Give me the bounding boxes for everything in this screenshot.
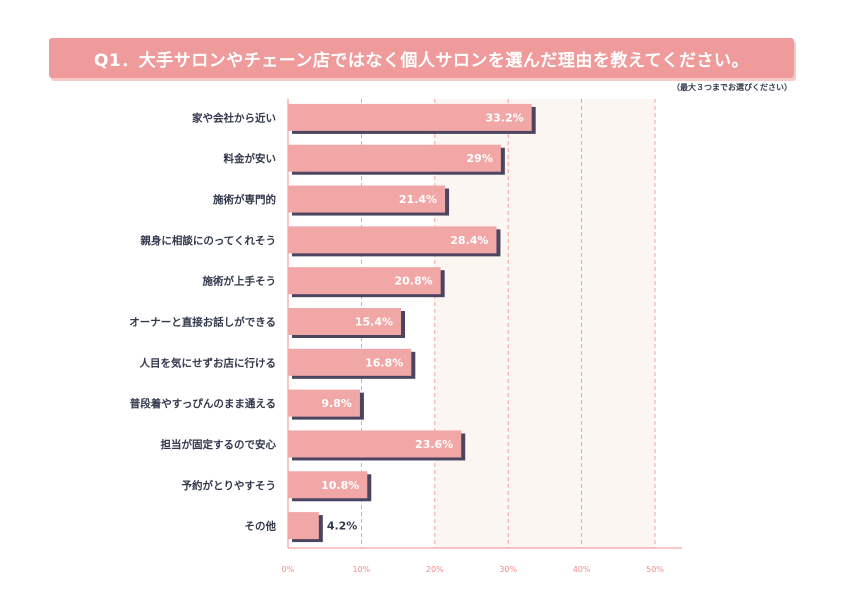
bar xyxy=(288,103,532,131)
x-tick-label: 20% xyxy=(426,565,444,574)
category-label: 予約がとりやすそう xyxy=(182,479,277,492)
data-label: 33.2% xyxy=(486,111,524,124)
category-label: 施術が上手そう xyxy=(203,275,277,288)
x-tick-label: 30% xyxy=(499,565,517,574)
data-label: 29% xyxy=(467,152,493,165)
data-label: 16.8% xyxy=(365,356,403,369)
category-label: 担当が固定するので安心 xyxy=(161,438,277,451)
bar xyxy=(288,430,462,458)
bar xyxy=(288,185,446,213)
data-label: 4.2% xyxy=(327,520,358,533)
data-label: 28.4% xyxy=(450,234,488,247)
x-tick-label: 0% xyxy=(282,565,295,574)
data-label: 21.4% xyxy=(399,193,437,206)
bar xyxy=(288,471,368,499)
bar xyxy=(288,512,319,540)
data-label: 9.8% xyxy=(321,397,352,410)
data-label: 23.6% xyxy=(415,438,453,451)
x-tick-label: 10% xyxy=(353,565,371,574)
bar xyxy=(288,226,497,254)
category-label: 普段着やすっぴんのまま通える xyxy=(130,397,276,410)
x-tick-label: 50% xyxy=(646,565,664,574)
category-label: オーナーと直接お話しができる xyxy=(129,316,276,329)
bar xyxy=(288,308,402,335)
bar xyxy=(288,348,412,376)
category-label: 人目を気にせずお店に行ける xyxy=(140,356,277,369)
bar xyxy=(288,144,501,172)
category-label: その他 xyxy=(245,520,277,533)
data-label: 15.4% xyxy=(355,316,393,329)
data-label: 10.8% xyxy=(321,479,359,492)
chart-title: Q1．大手サロンやチェーン店ではなく個人サロンを選んだ理由を教えてください。 xyxy=(93,50,750,71)
category-label: 親身に相談にのってくれそう xyxy=(140,234,276,247)
category-label: 料金が安い xyxy=(224,152,277,165)
chart-note: （最大３つまでお選びください） xyxy=(672,83,792,92)
category-label: 家や会社から近い xyxy=(192,111,276,124)
data-label: 20.8% xyxy=(395,275,433,288)
x-tick-label: 40% xyxy=(573,565,591,574)
bar xyxy=(288,267,441,295)
bar xyxy=(288,389,360,417)
chart-title-banner: Q1．大手サロンやチェーン店ではなく個人サロンを選んだ理由を教えてください。 xyxy=(49,38,794,78)
category-label: 施術が専門的 xyxy=(213,193,276,206)
